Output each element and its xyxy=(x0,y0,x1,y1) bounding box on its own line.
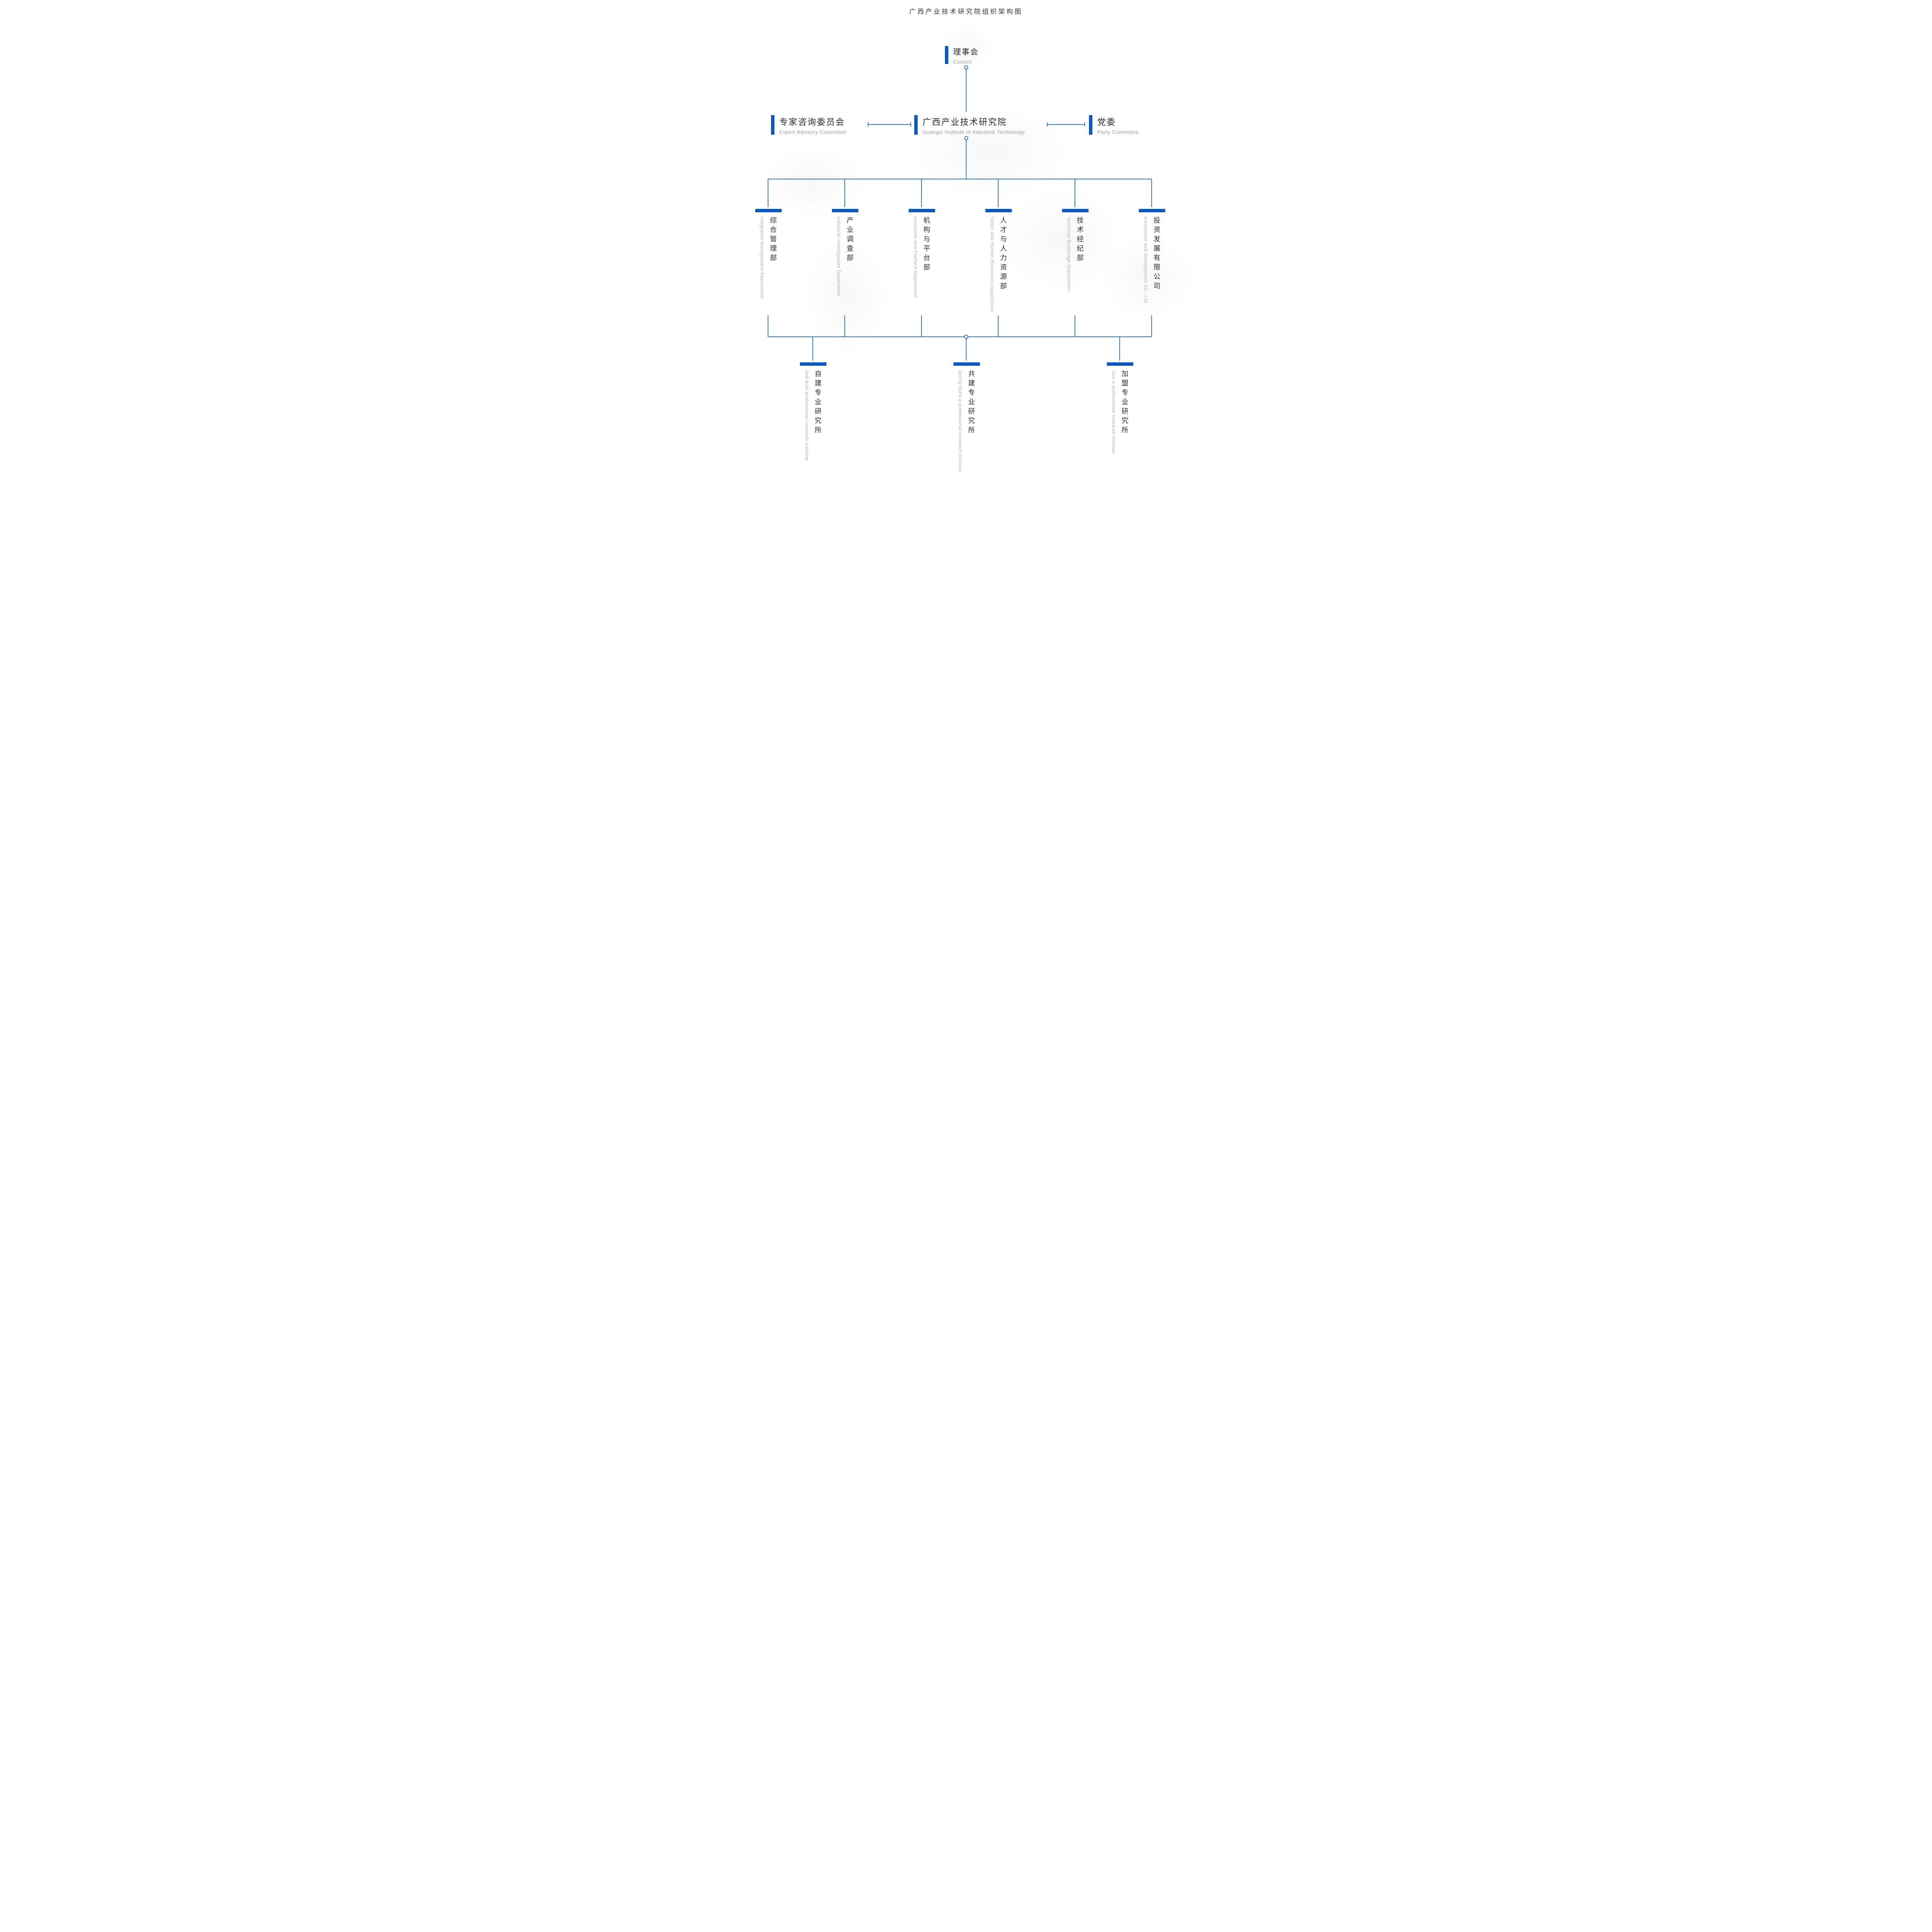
org-node-r3: 加盟专业研究所Join a professional research inst… xyxy=(1107,362,1133,454)
node-label-zh: 党委 xyxy=(1097,115,1139,127)
accent-bar xyxy=(800,362,826,366)
accent-bar xyxy=(832,209,858,212)
org-node-d4: 人才与人力资源部Talent and Human Resources Depar… xyxy=(985,209,1012,312)
page-title: 广西产业技术研究院组织架构图 xyxy=(728,7,1205,16)
node-label-en: Jointly build a professional research in… xyxy=(958,370,963,472)
node-label-en: Expert Advisory Committee xyxy=(780,129,846,135)
accent-bar xyxy=(755,209,782,212)
node-label-en: Party Committee xyxy=(1097,129,1139,135)
node-label-zh: 专家咨询委员会 xyxy=(780,115,846,127)
node-label-zh: 投资发展有限公司 xyxy=(1151,217,1161,292)
org-node-council: 理事会 Council xyxy=(945,46,979,65)
node-label-zh: 理事会 xyxy=(953,46,979,57)
node-label-en: Join a professional research institute xyxy=(1111,370,1116,454)
accent-bar xyxy=(953,362,980,366)
accent-bar xyxy=(1139,209,1165,212)
accent-bar xyxy=(1107,362,1133,366)
org-node-d6: 投资发展有限公司Investment and Development Co., … xyxy=(1139,209,1165,303)
accent-bar xyxy=(771,115,774,135)
node-label-en: Industrial Investigation Department xyxy=(836,217,841,296)
node-label-zh: 综合管理部 xyxy=(767,217,777,263)
node-label-en: Self-built professional research institu… xyxy=(804,370,809,461)
org-node-expert: 专家咨询委员会 Expert Advisory Committee xyxy=(771,115,846,135)
node-label-en: Guangxi Institute of Industrial Technolo… xyxy=(923,129,1025,135)
accent-bar xyxy=(945,46,948,64)
node-label-en: Investment and Development Co., Ltd xyxy=(1143,217,1148,303)
node-label-zh: 技术经纪部 xyxy=(1074,217,1084,263)
node-label-zh: 共建专业研究所 xyxy=(965,370,976,436)
org-node-d2: 产业调查部Industrial Investigation Department xyxy=(832,209,858,296)
accent-bar xyxy=(985,209,1012,212)
org-node-r2: 共建专业研究所Jointly build a professional rese… xyxy=(953,362,980,472)
node-label-en: Integrated Management Department xyxy=(760,217,765,299)
org-node-d1: 综合管理部Integrated Management Department xyxy=(755,209,782,299)
node-label-zh: 广西产业技术研究院 xyxy=(923,115,1025,127)
org-chart-canvas: 广西产业技术研究院组织架构图 理事会 Council 专家咨询委员会 Expert A… xyxy=(728,0,1205,477)
org-node-party: 党委 Party Committee xyxy=(1089,115,1139,135)
org-node-d3: 机构与平台部Institution and Platform Departmen… xyxy=(909,209,935,298)
org-node-d5: 技术经纪部Technical Brokerage Department xyxy=(1062,209,1089,291)
node-label-en: Council xyxy=(953,59,979,65)
accent-bar xyxy=(1089,115,1092,135)
node-label-en: Technical Brokerage Department xyxy=(1066,217,1071,291)
node-label-zh: 人才与人力资源部 xyxy=(997,217,1008,292)
node-label-en: Talent and Human Resources Department xyxy=(990,217,995,312)
accent-bar xyxy=(909,209,935,212)
node-label-zh: 机构与平台部 xyxy=(921,217,931,273)
node-label-zh: 自建专业研究所 xyxy=(812,370,822,436)
node-label-en: Institution and Platform Department xyxy=(913,217,918,298)
node-label-zh: 产业调查部 xyxy=(844,217,854,263)
org-node-center: 广西产业技术研究院 Guangxi Institute of Industrial… xyxy=(914,115,1025,135)
org-node-r1: 自建专业研究所Self-built professional research … xyxy=(800,362,826,461)
accent-bar xyxy=(1062,209,1089,212)
accent-bar xyxy=(914,115,918,135)
node-label-zh: 加盟专业研究所 xyxy=(1119,370,1129,436)
